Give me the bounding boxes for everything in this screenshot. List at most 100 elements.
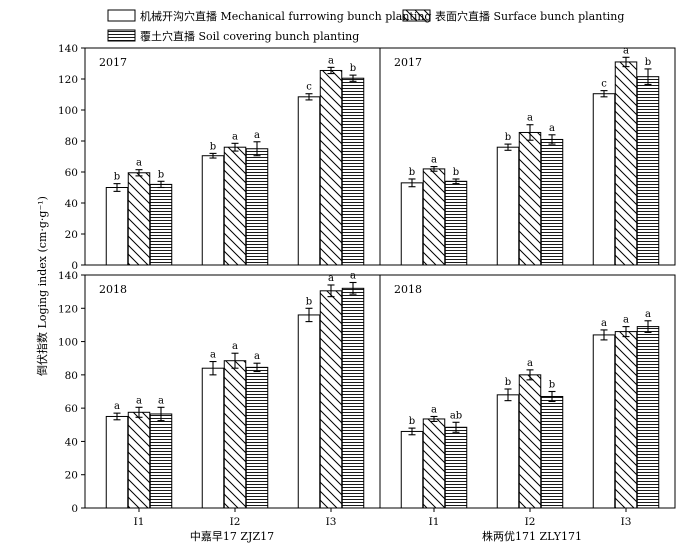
significance-letter: b <box>210 141 216 152</box>
legend: 机械开沟穴直播 Mechanical furrowing bunch plant… <box>107 9 624 43</box>
bar-mechanical <box>201 367 225 509</box>
legend-swatch-horizontal <box>107 29 136 42</box>
y-tick-label: 100 <box>58 337 78 349</box>
significance-letter: b <box>306 296 312 307</box>
bar-surface <box>614 61 638 266</box>
significance-letter: a <box>254 130 260 141</box>
bar-soil-covering <box>149 183 173 266</box>
significance-letter: a <box>328 273 334 284</box>
y-tick-label: 80 <box>65 370 78 382</box>
panel-2017-zjz17: 2017 0 20 40 60 80 100 120 140 b a b b a a c a b <box>58 43 381 272</box>
panel-2017-zly171: 2017 b a b b a a c a b <box>379 45 676 266</box>
bar-surface <box>518 374 542 509</box>
panel-year-label: 2018 <box>99 283 127 296</box>
y-tick-label: 20 <box>65 470 78 482</box>
bar-surface <box>614 331 638 509</box>
significance-letter: a <box>232 341 238 352</box>
y-tick-label: 120 <box>58 74 78 86</box>
significance-letter: c <box>306 82 312 93</box>
significance-letter: a <box>431 404 437 415</box>
panel-year-label: 2018 <box>394 283 422 296</box>
significance-letter: b <box>114 172 120 183</box>
y-tick-label: 140 <box>58 270 78 282</box>
y-tick-label: 60 <box>65 167 78 179</box>
bar-surface <box>223 146 247 266</box>
panel-year-label: 2017 <box>394 56 422 69</box>
bar-soil-covering <box>444 180 468 266</box>
bar-surface <box>223 360 247 509</box>
significance-letter: b <box>505 132 511 143</box>
bar-mechanical <box>400 430 424 509</box>
y-tick-label: 80 <box>65 136 78 148</box>
significance-letter: a <box>114 401 120 412</box>
significance-letter: b <box>158 169 164 180</box>
bar-soil-covering <box>540 395 564 509</box>
y-tick-label: 60 <box>65 403 78 415</box>
bar-surface <box>127 411 151 509</box>
x-tick-label: I3 <box>326 516 337 528</box>
y-tick-label: 40 <box>65 436 78 448</box>
significance-letter: b <box>549 380 555 391</box>
significance-letter: a <box>210 350 216 361</box>
bar-surface <box>319 69 343 266</box>
y-tick-label: 120 <box>58 303 78 315</box>
bar-mechanical <box>105 187 129 266</box>
legend-item-surface: 表面穴直播 Surface bunch planting <box>402 9 624 23</box>
x-tick-label: I1 <box>429 516 440 528</box>
x-group-label-zjz17: 中嘉早17 ZJZ17 <box>190 529 274 543</box>
significance-letter: ab <box>450 410 462 421</box>
significance-letter: b <box>350 63 356 74</box>
y-tick-label: 100 <box>58 105 78 117</box>
y-tick-label: 0 <box>71 260 78 272</box>
significance-letter: a <box>549 123 555 134</box>
panel-year-label: 2017 <box>99 56 127 69</box>
significance-letter: a <box>254 351 260 362</box>
legend-swatch-open <box>107 9 136 22</box>
legend-label: 机械开沟穴直播 Mechanical furrowing bunch plant… <box>140 9 431 23</box>
legend-swatch-diagonal <box>402 9 431 22</box>
significance-letter: a <box>431 155 437 166</box>
bar-soil-covering <box>341 77 365 266</box>
legend-item-soil-covering: 覆土穴直播 Soil covering bunch planting <box>107 29 359 43</box>
x-tick-label: I3 <box>621 516 632 528</box>
significance-letter: a <box>645 309 651 320</box>
legend-label: 覆土穴直播 Soil covering bunch planting <box>140 29 359 43</box>
bar-surface <box>319 290 343 509</box>
significance-letter: b <box>453 167 459 178</box>
x-tick-label: I2 <box>230 516 241 528</box>
bar-mechanical <box>297 314 321 509</box>
significance-letter: a <box>623 45 629 56</box>
significance-letter: a <box>136 395 142 406</box>
bar-surface <box>422 418 446 509</box>
bar-mechanical <box>400 182 424 266</box>
y-tick-label: 140 <box>58 43 78 55</box>
bar-surface <box>422 168 446 266</box>
significance-letter: a <box>232 131 238 142</box>
bar-mechanical <box>592 334 616 509</box>
bar-soil-covering <box>636 76 660 266</box>
significance-letter: b <box>505 377 511 388</box>
bar-mechanical <box>105 415 129 509</box>
y-tick-label: 40 <box>65 198 78 210</box>
x-tick-label: I1 <box>134 516 145 528</box>
bar-mechanical <box>496 146 520 266</box>
bar-soil-covering <box>636 326 660 509</box>
y-axis-label: 倒伏指数 Loging index (cm·g·g⁻¹) <box>35 196 49 376</box>
significance-letter: a <box>136 158 142 169</box>
significance-letter: a <box>350 270 356 281</box>
significance-letter: c <box>601 79 607 90</box>
bar-mechanical <box>297 96 321 266</box>
significance-letter: a <box>158 395 164 406</box>
significance-letter: a <box>527 358 533 369</box>
bar-mechanical <box>496 394 520 509</box>
bar-soil-covering <box>245 148 269 266</box>
significance-letter: a <box>623 315 629 326</box>
bar-surface <box>518 131 542 266</box>
bar-soil-covering <box>540 138 564 266</box>
bar-surface <box>127 172 151 266</box>
significance-letter: a <box>527 113 533 124</box>
legend-item-mechanical: 机械开沟穴直播 Mechanical furrowing bunch plant… <box>107 9 431 23</box>
significance-letter: b <box>409 167 415 178</box>
y-tick-label: 20 <box>65 229 78 241</box>
